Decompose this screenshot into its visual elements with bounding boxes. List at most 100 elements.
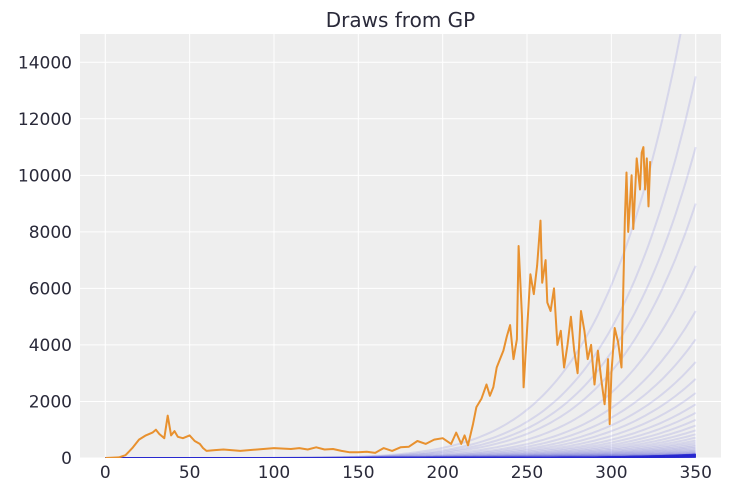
chart-title: Draws from GP	[326, 8, 475, 32]
gp-draw-line	[105, 456, 696, 458]
gp-draw-line	[105, 454, 696, 458]
gp-draw-line	[105, 454, 696, 458]
gp-draw-line	[105, 392, 697, 458]
gp-draw-line	[105, 454, 696, 458]
gp-draw-line	[105, 455, 696, 458]
gp-draw-line	[105, 429, 697, 458]
gp-draw-line	[105, 455, 696, 458]
gp-draw-line	[105, 454, 696, 458]
gp-draw-line	[105, 455, 696, 458]
gp-draw-line	[105, 455, 696, 458]
gp-draw-line	[105, 203, 697, 458]
x-tick-label: 200	[426, 463, 458, 483]
gp-draw-line	[105, 453, 696, 458]
x-tick-label: 100	[258, 463, 290, 483]
observed-series	[105, 146, 652, 458]
y-tick-label: 6000	[29, 279, 72, 299]
gp-draw-line	[105, 453, 696, 458]
gp-draw-line	[105, 456, 696, 458]
gp-draw-line	[105, 455, 696, 458]
gp-draw-line	[105, 456, 696, 458]
gp-draw-line	[105, 454, 696, 458]
y-tick-label: 8000	[29, 223, 72, 243]
gp-draw-line	[105, 455, 696, 458]
gp-draw-line	[105, 455, 696, 458]
gp-draw-line	[105, 455, 696, 458]
y-tick-label: 4000	[29, 336, 72, 356]
gp-draw-line	[105, 338, 697, 458]
gp-draw-line	[105, 403, 697, 458]
gp-draws	[105, 34, 697, 458]
gp-draw-line	[105, 146, 697, 458]
gp-draw-line	[105, 310, 697, 458]
x-tick-label: 250	[511, 463, 543, 483]
gp-draw-line	[105, 456, 696, 458]
gp-draw-line	[105, 453, 696, 458]
x-tick-label: 350	[679, 463, 711, 483]
x-axis: 0 50 100 150 200 250 300 350	[100, 463, 712, 483]
gp-draw-line	[105, 443, 696, 458]
y-tick-label: 2000	[29, 392, 72, 412]
gp-draw-line	[105, 441, 696, 458]
gp-draw-line	[105, 454, 696, 458]
gp-draw-line	[105, 451, 696, 458]
gp-draw-line	[105, 455, 696, 458]
gp-draw-line	[105, 448, 696, 458]
gp-draw-line	[105, 456, 696, 458]
y-axis: 0 2000 4000 6000 8000 10000 12000 14000	[18, 53, 72, 469]
gp-draw-line	[105, 456, 696, 458]
gp-draw-line	[105, 456, 696, 458]
gp-draw-line	[105, 265, 697, 458]
gp-draw-line	[105, 455, 696, 458]
gp-draw-line	[105, 433, 696, 458]
x-tick-label: 0	[100, 463, 111, 483]
x-tick-label: 150	[342, 463, 374, 483]
gp-draw-line	[105, 454, 696, 458]
y-tick-label: 12000	[18, 110, 72, 130]
gp-draw-line	[105, 456, 696, 458]
gp-draw-line	[105, 456, 696, 458]
gp-draw-line	[105, 455, 696, 458]
gp-draw-line	[105, 453, 696, 458]
gp-draw-line	[105, 454, 696, 458]
gp-draw-line	[105, 451, 696, 458]
gp-draw-line	[105, 456, 696, 458]
gp-draw-line	[105, 454, 696, 458]
gp-draw-line	[105, 456, 696, 458]
gp-draw-line	[105, 453, 696, 458]
gp-draw-line	[105, 449, 696, 458]
gp-draw-line	[105, 34, 682, 458]
gp-draw-line	[105, 361, 697, 458]
gp-draw-line	[105, 455, 696, 458]
gp-draw-line	[105, 455, 696, 458]
gp-draw-line	[105, 450, 696, 458]
gp-draw-line	[105, 456, 696, 458]
gp-draw-line	[105, 445, 696, 458]
gp-draw-line	[105, 446, 696, 458]
gp-draw-line	[105, 456, 696, 458]
gp-draw-line	[105, 455, 696, 458]
gp-draw-line	[105, 455, 696, 458]
x-tick-label: 50	[179, 463, 201, 483]
gp-draw-line	[105, 454, 696, 458]
gp-draw-line	[105, 454, 696, 458]
gp-draw-line	[105, 453, 696, 458]
gp-draw-line	[105, 456, 696, 458]
gp-draw-line	[105, 424, 697, 458]
gp-draw-line	[105, 453, 696, 458]
y-tick-label: 10000	[18, 166, 72, 186]
gp-draw-line	[105, 456, 696, 458]
gp-draw-line	[105, 454, 696, 458]
gp-draw-line	[105, 452, 696, 458]
observed-line	[105, 146, 652, 458]
gp-draw-line	[105, 453, 696, 458]
gp-draw-line	[105, 456, 696, 458]
y-tick-label: 0	[61, 449, 72, 469]
gp-draw-line	[105, 456, 696, 458]
gp-draw-line	[105, 453, 696, 458]
gp-draw-line	[105, 418, 697, 458]
gp-draw-line	[105, 454, 696, 458]
gp-draw-line	[105, 454, 696, 458]
gp-draw-line	[105, 456, 696, 458]
